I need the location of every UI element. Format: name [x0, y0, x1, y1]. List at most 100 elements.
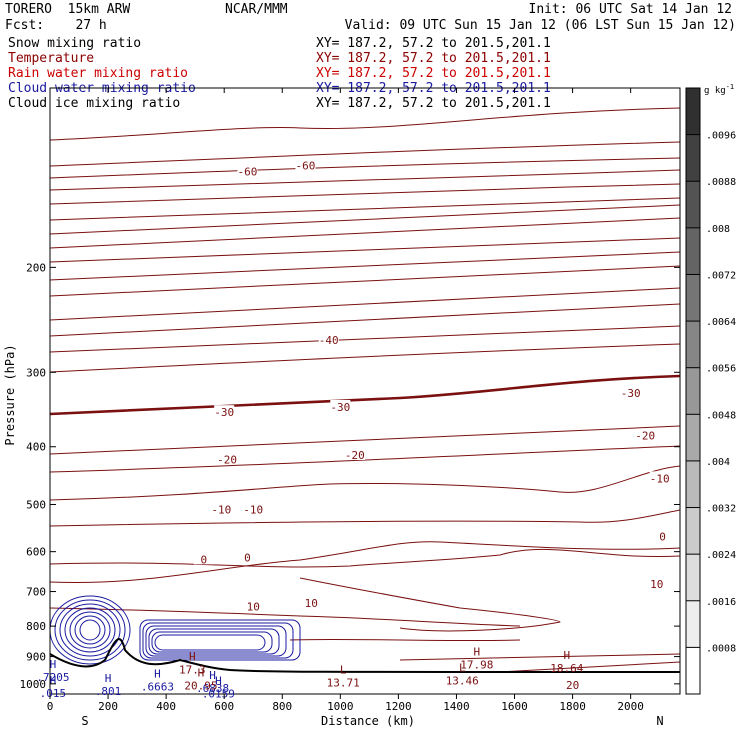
extremum-value-label: .6663 [141, 680, 174, 693]
cloud-water-contour [74, 615, 106, 645]
cloud-water-contour [59, 603, 121, 657]
isotherm-label-bg [620, 386, 641, 399]
isotherm-line [50, 303, 680, 337]
x-tick-label: 600 [214, 700, 234, 713]
isotherm-label-bg [217, 452, 238, 465]
extremum-type-label: H [105, 672, 112, 685]
y-tick-label: 200 [26, 261, 46, 274]
isotherm-line [50, 343, 680, 373]
extremum-type-label: H [50, 658, 57, 671]
center-label: NCAR/MMM [225, 2, 288, 17]
legend-xy-snow: XY= 187.2, 57.2 to 201.5,201.1 [316, 36, 551, 51]
colorbar-tick-label: .0056 [706, 364, 736, 375]
axes: 0 200 400 600 800 1000 1200 1400 1600 1800 2000200… [20, 88, 680, 713]
y-tick-label: 500 [26, 498, 46, 511]
isotherm-line [299, 577, 561, 632]
cloud-water-contour [154, 634, 266, 651]
plot-frame [49, 87, 681, 695]
colorbar-tick-label: .0048 [706, 410, 736, 421]
isotherm-line [50, 251, 680, 281]
colorbar-band [686, 227, 700, 275]
extremum-value-label: 13.46 [446, 674, 479, 687]
isotherm-line [50, 445, 680, 473]
colorbar-tick-label: .0064 [706, 317, 736, 328]
colorbar-band [686, 414, 700, 461]
colorbar-tick-label: .0024 [706, 550, 736, 561]
isotherm-label-bg [214, 405, 235, 418]
extremum-type-label: L [459, 661, 466, 674]
terrain-profile [50, 638, 680, 673]
isotherm-label: -60 [296, 160, 316, 173]
cloud-water-contour [139, 619, 301, 661]
cloud-water-contour [151, 631, 273, 653]
extremum-value-label: .7205 [36, 671, 69, 684]
isotherm-label: -20 [635, 429, 655, 442]
isotherm-line [50, 325, 680, 353]
extremum-value-label: 17.98 [460, 659, 493, 672]
isotherm-label-bg [243, 502, 264, 515]
cloud-water-contours [50, 595, 301, 665]
isotherm-line [50, 465, 680, 501]
extremum-value-label: 20.95 [184, 680, 217, 693]
colorbar-band [686, 181, 700, 228]
endpoint-left-label: S [81, 714, 88, 728]
extremum-type-label: H [563, 649, 570, 662]
extremum-type-label: H [50, 674, 57, 687]
isotherm-line [50, 509, 680, 527]
isotherm-label: -20 [345, 449, 365, 462]
colorbar-band [686, 321, 700, 368]
isotherm-label: 0 [201, 553, 208, 566]
colorbar: .0008 .0016 .0024 .0032 .004 .0048 .0056 .0064.… [685, 87, 736, 695]
legend-field-snow: Snow mixing ratio [8, 36, 142, 51]
colorbar-tick-label: .0008 [706, 643, 736, 654]
endpoint-right-label: N [656, 714, 663, 728]
isotherm-label: 10 [650, 578, 663, 591]
isotherm-label-bg [193, 552, 214, 565]
y-tick-label: 600 [26, 546, 46, 559]
colorbar-band [686, 460, 700, 508]
isotherm-label-bg [237, 164, 258, 177]
isotherm-label: -10 [243, 504, 263, 517]
isotherm-line [50, 217, 680, 249]
colorbar-band [686, 647, 700, 694]
isotherm-label: -10 [650, 472, 670, 485]
colorbar-tick-label: .004 [706, 457, 730, 468]
cloud-water-contour [64, 607, 116, 653]
colorbar-band [686, 507, 700, 555]
isotherm-label: -30 [330, 401, 350, 414]
isotherm-label: -10 [211, 504, 231, 517]
x-tick-label: 1600 [501, 700, 528, 713]
colorbar-tick-label: .0016 [706, 597, 736, 608]
x-tick-label: 800 [272, 700, 292, 713]
extremum-value-label: 18.64 [550, 662, 583, 675]
legend-xy-rain: XY= 187.2, 57.2 to 201.5,201.1 [316, 66, 551, 81]
isotherm-label-bg [318, 333, 339, 346]
isotherm-label-bg [295, 158, 316, 171]
extremum-type-label: H [215, 675, 222, 688]
isotherm-label-bg [301, 595, 322, 608]
isotherm-line [50, 107, 680, 141]
x-tick-label: 400 [156, 700, 176, 713]
cloud-water-contour [142, 622, 294, 659]
x-tick-label: 1400 [443, 700, 470, 713]
legend-field-temperature: Temperature [8, 51, 95, 66]
plot-border [49, 87, 681, 695]
isotherm-label: 10 [247, 600, 260, 613]
colorbar-band [686, 274, 700, 322]
x-tick-label: 200 [98, 700, 118, 713]
x-tick-label: 1200 [385, 700, 412, 713]
colorbar-band [686, 88, 700, 135]
isotherm-label: -40 [319, 334, 339, 347]
isotherm-label-bg [344, 448, 365, 461]
isotherm-label-bg [646, 577, 667, 590]
extremum-type-label: H [473, 646, 480, 659]
model-title: TORERO 15km ARW [5, 2, 131, 17]
forecast-hour: Fcst: 27 h [5, 18, 107, 33]
isotherm-line [50, 541, 680, 583]
colorbar-band [686, 554, 700, 601]
isotherm-line [50, 169, 680, 191]
isotherm-label: 0 [659, 531, 666, 544]
y-tick-label: 300 [26, 366, 46, 379]
terrain-line [50, 638, 680, 673]
